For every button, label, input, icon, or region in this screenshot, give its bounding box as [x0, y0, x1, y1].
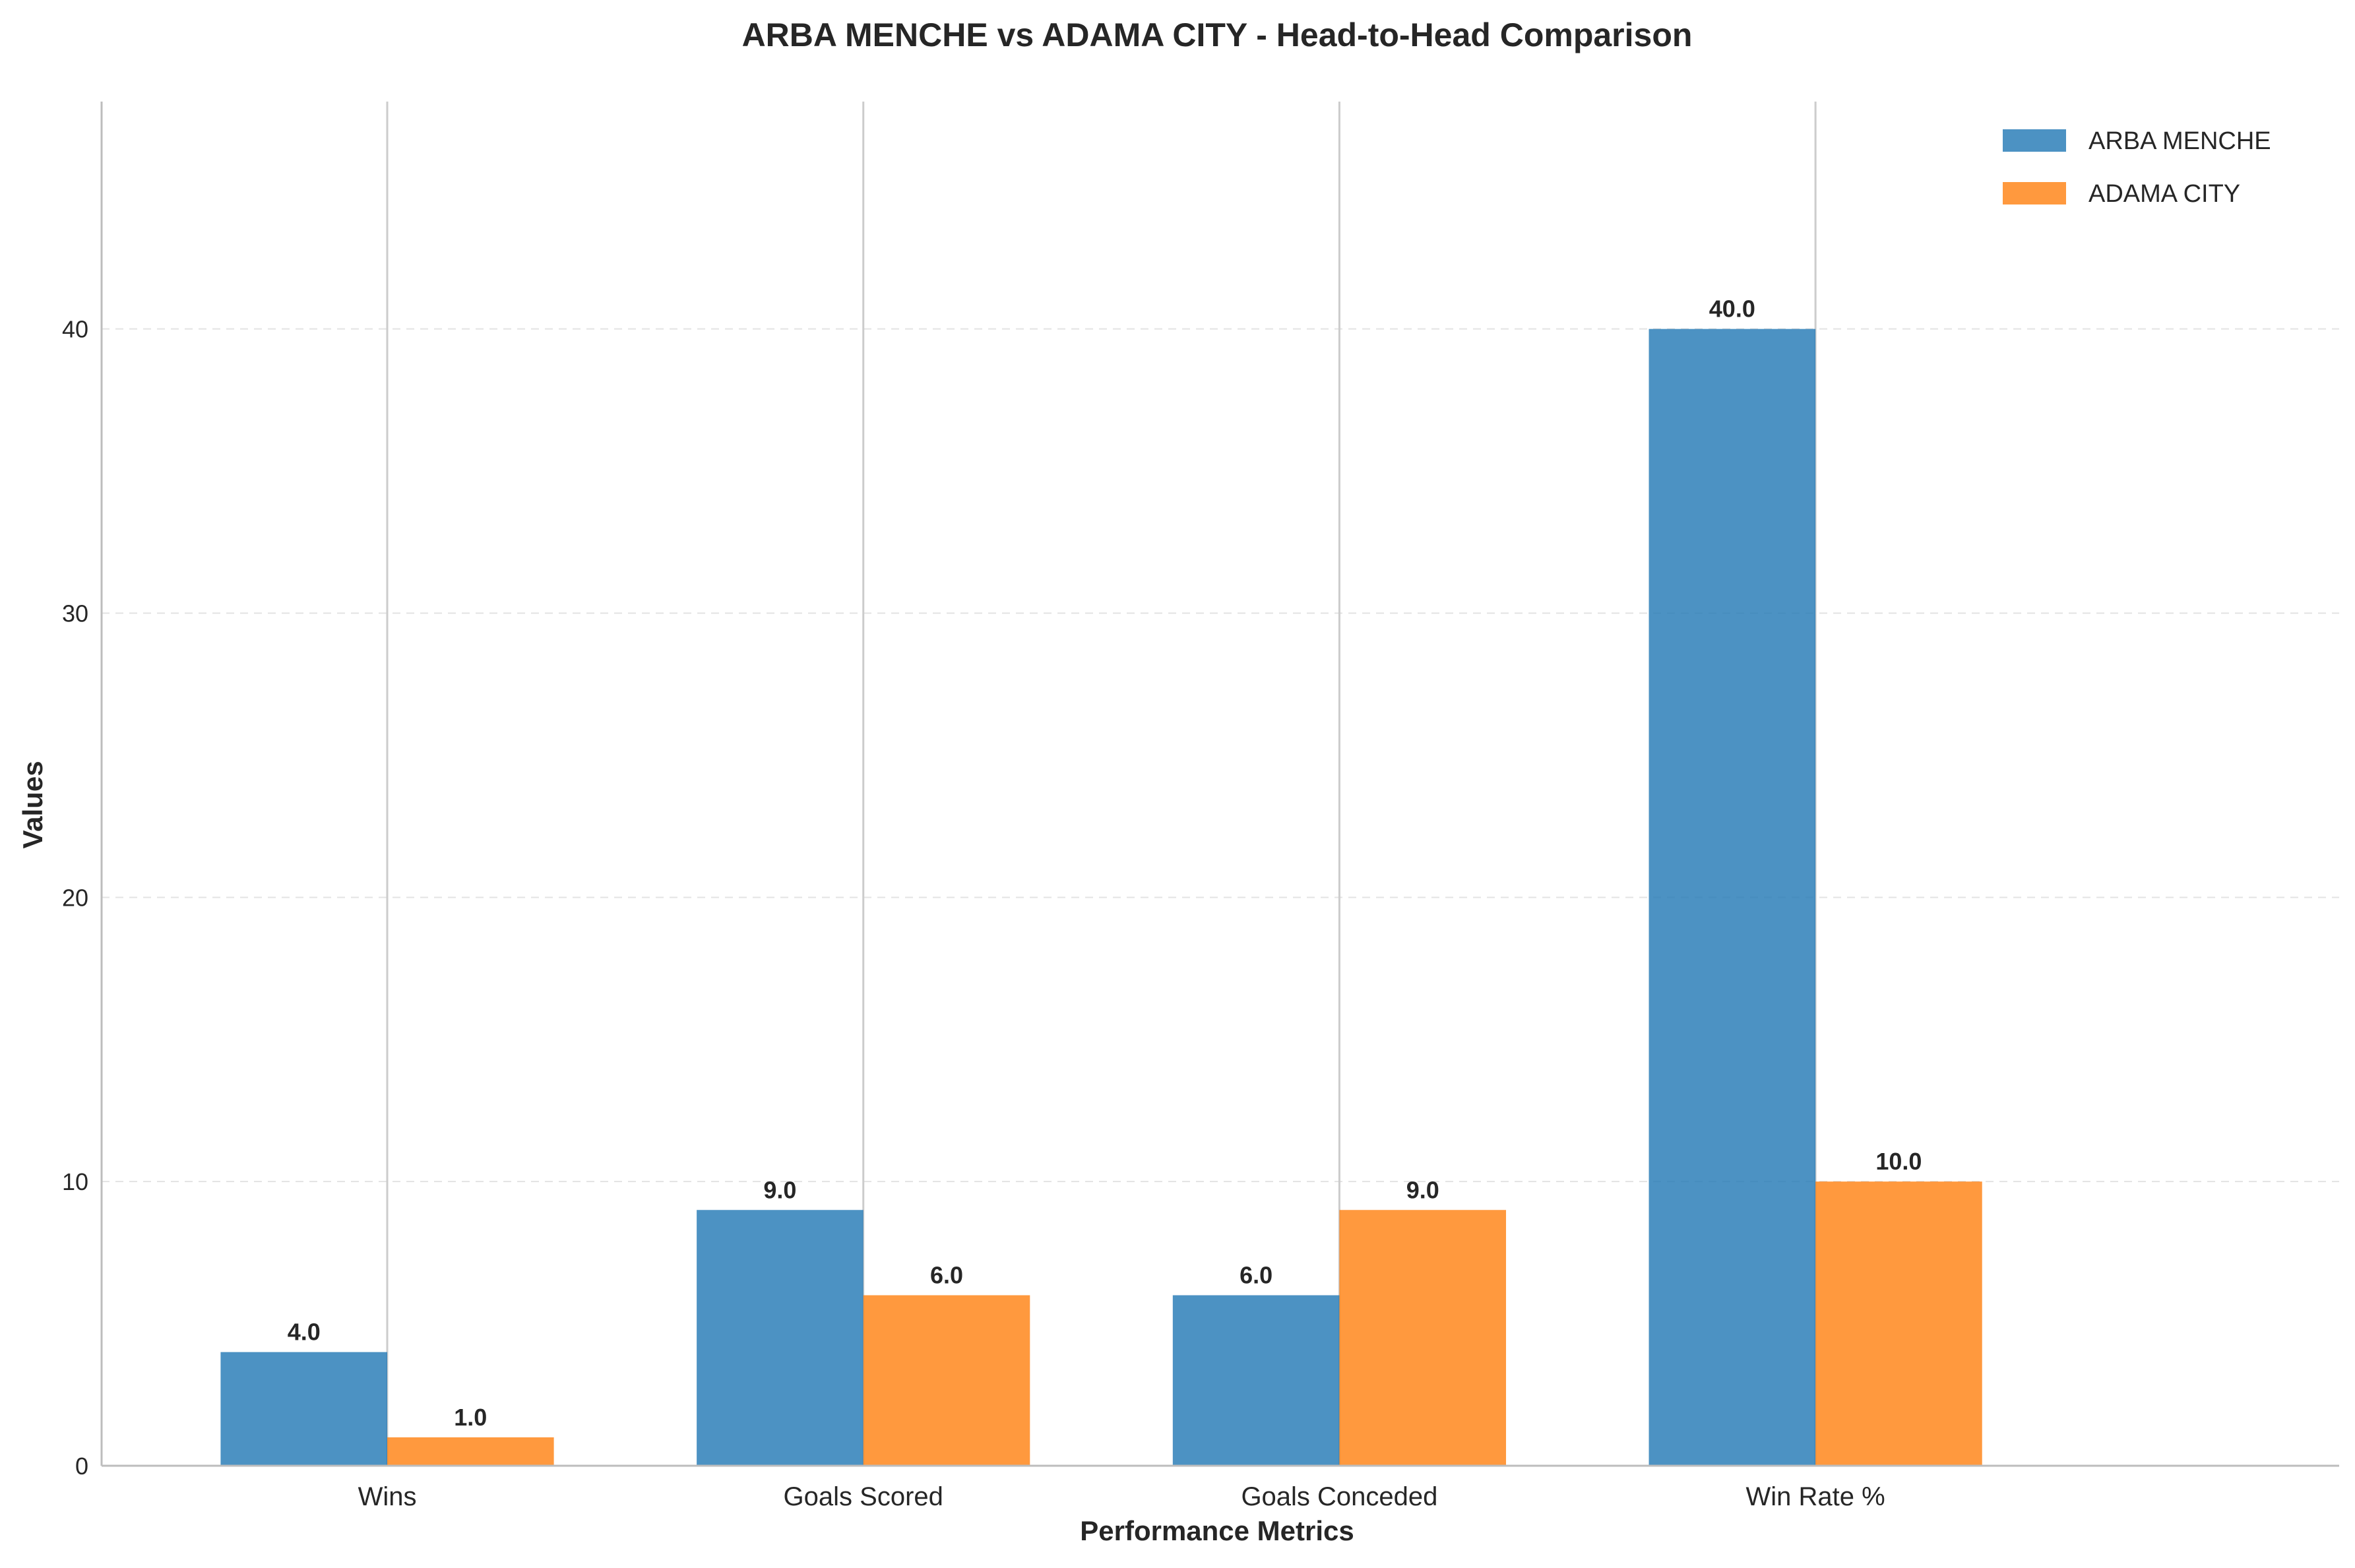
x-axis-label: Performance Metrics [1080, 1515, 1354, 1546]
bar-value-label: 6.0 [1240, 1262, 1272, 1289]
bar-adama-city-2 [1339, 1210, 1507, 1466]
x-tick-label: Wins [358, 1482, 417, 1511]
legend-label: ARBA MENCHE [2088, 127, 2271, 155]
bar-arba-menche-3 [1648, 329, 1816, 1466]
bar-arba-menche-0 [220, 1352, 388, 1466]
y-tick-label: 40 [62, 316, 88, 343]
y-tick-label: 30 [62, 600, 88, 627]
bar-arba-menche-1 [697, 1210, 864, 1466]
legend-label: ADAMA CITY [2088, 180, 2240, 208]
y-tick-label: 20 [62, 884, 88, 911]
y-tick-label: 10 [62, 1168, 88, 1195]
bar-value-label: 40.0 [1709, 296, 1755, 323]
bar-adama-city-0 [387, 1437, 554, 1466]
y-tick-label: 0 [75, 1453, 88, 1480]
bar-adama-city-3 [1815, 1181, 1982, 1466]
legend-swatch [2003, 182, 2066, 204]
bar-value-label: 9.0 [763, 1176, 796, 1203]
chart-title: ARBA MENCHE vs ADAMA CITY - Head-to-Head… [742, 16, 1693, 53]
bar-value-label: 10.0 [1875, 1148, 1922, 1175]
x-tick-label: Win Rate % [1746, 1482, 1885, 1511]
y-axis-label: Values [17, 761, 48, 848]
bar-value-label: 9.0 [1406, 1176, 1439, 1203]
bar-value-label: 1.0 [454, 1404, 487, 1431]
bar-arba-menche-2 [1172, 1295, 1340, 1466]
legend-swatch [2003, 129, 2066, 152]
x-tick-label: Goals Scored [784, 1482, 943, 1511]
axes-layer: 0 10 20 30 40 Wins Goals Scored Goals Conceded W… [62, 102, 2339, 1511]
bar-value-label: 6.0 [930, 1262, 963, 1289]
labels-layer: 4.0 9.0 6.0 40.0 1.0 6.0 9.0 10.0 [288, 296, 1922, 1431]
legend: ARBA MENCHE ADAMA CITY [2003, 127, 2271, 208]
grid-layer [102, 102, 2339, 1466]
bar-value-label: 4.0 [288, 1319, 321, 1346]
x-tick-label: Goals Conceded [1241, 1482, 1437, 1511]
bar-adama-city-1 [863, 1295, 1030, 1466]
bars-layer [220, 329, 1982, 1466]
